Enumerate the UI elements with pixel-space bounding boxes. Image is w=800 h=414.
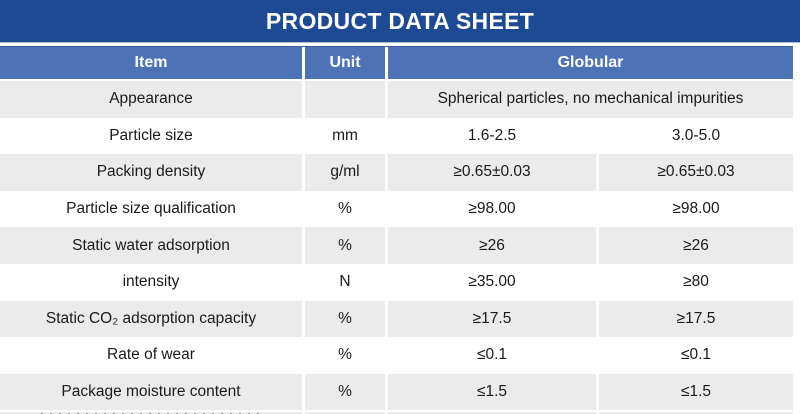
item-cell: Rate of wear bbox=[107, 346, 195, 364]
unit-cell: % bbox=[302, 190, 385, 228]
table-row-rate-of-wear: Rate of wear % ≤0.1 ≤0.1 bbox=[0, 337, 793, 374]
title-separator bbox=[0, 43, 800, 46]
unit-cell: % bbox=[302, 337, 385, 374]
table-header-row: Item Unit Globular bbox=[0, 46, 793, 79]
value2-cell: ≥80 bbox=[596, 263, 793, 301]
table-row-appearance: Appearance Spherical particles, no mecha… bbox=[0, 81, 793, 118]
clipped-value2-cell bbox=[596, 412, 793, 414]
clipped-text-tops bbox=[41, 412, 261, 414]
item-cell: Package moisture content bbox=[61, 383, 241, 401]
value1-cell: 1.6-2.5 bbox=[385, 117, 596, 155]
value2-cell: ≤1.5 bbox=[596, 373, 793, 411]
value1-cell: ≤1.5 bbox=[385, 373, 596, 411]
item-cell: Static water adsorption bbox=[72, 236, 230, 254]
column-header-item: Item bbox=[134, 54, 168, 71]
column-header-unit: Unit bbox=[302, 47, 385, 79]
value2-cell: ≥98.00 bbox=[596, 190, 793, 228]
column-header-globular: Globular bbox=[385, 47, 793, 79]
table-row-intensity: intensity N ≥35.00 ≥80 bbox=[0, 263, 793, 301]
clipped-value1-cell bbox=[385, 412, 596, 414]
title-bar: PRODUCT DATA SHEET bbox=[0, 0, 800, 43]
item-cell: Particle size bbox=[109, 126, 193, 144]
table-row-static-co2-adsorption-capacity: Static CO₂ adsorption capacity % ≥17.5 ≥… bbox=[0, 300, 793, 338]
spec-table: Item Unit Globular Appearance Spherical … bbox=[0, 46, 793, 414]
clipped-unit-cell bbox=[302, 412, 385, 414]
value2-cell: ≥17.5 bbox=[596, 300, 793, 338]
unit-cell: % bbox=[302, 300, 385, 338]
unit-cell: % bbox=[302, 373, 385, 411]
unit-cell: mm bbox=[302, 117, 385, 155]
unit-cell: % bbox=[302, 227, 385, 264]
value1-cell: ≥0.65±0.03 bbox=[385, 154, 596, 191]
value2-cell: ≤0.1 bbox=[596, 337, 793, 374]
clipped-item-cell bbox=[0, 412, 302, 414]
value1-cell: ≥26 bbox=[385, 227, 596, 264]
table-row-particle-size-qualification: Particle size qualification % ≥98.00 ≥98… bbox=[0, 190, 793, 228]
unit-cell: g/ml bbox=[302, 154, 385, 191]
table-row-package-moisture-content: Package moisture content % ≤1.5 ≤1.5 bbox=[0, 373, 793, 411]
value1-cell: ≥98.00 bbox=[385, 190, 596, 228]
item-cell: intensity bbox=[122, 273, 180, 291]
cutoff-next-row bbox=[0, 412, 793, 414]
item-cell: Packing density bbox=[96, 163, 206, 181]
value1-cell: ≤0.1 bbox=[385, 337, 596, 374]
value2-cell: ≥26 bbox=[596, 227, 793, 264]
value-span-cell: Spherical particles, no mechanical impur… bbox=[385, 81, 793, 118]
table-row-static-water-adsorption: Static water adsorption % ≥26 ≥26 bbox=[0, 227, 793, 264]
unit-cell bbox=[302, 81, 385, 118]
value1-cell: ≥35.00 bbox=[385, 263, 596, 301]
table-row-particle-size: Particle size mm 1.6-2.5 3.0-5.0 bbox=[0, 117, 793, 155]
unit-cell: N bbox=[302, 263, 385, 301]
value2-cell: 3.0-5.0 bbox=[596, 117, 793, 155]
item-cell: Particle size qualification bbox=[66, 200, 236, 218]
item-cell: Appearance bbox=[109, 90, 193, 108]
table-row-packing-density: Packing density g/ml ≥0.65±0.03 ≥0.65±0.… bbox=[0, 154, 793, 191]
row-separator bbox=[0, 410, 793, 413]
value2-cell: ≥0.65±0.03 bbox=[596, 154, 793, 191]
header-separator bbox=[0, 79, 793, 81]
page-title: PRODUCT DATA SHEET bbox=[265, 7, 535, 34]
value1-cell: ≥17.5 bbox=[385, 300, 596, 338]
item-cell: Static CO₂ adsorption capacity bbox=[45, 309, 257, 327]
